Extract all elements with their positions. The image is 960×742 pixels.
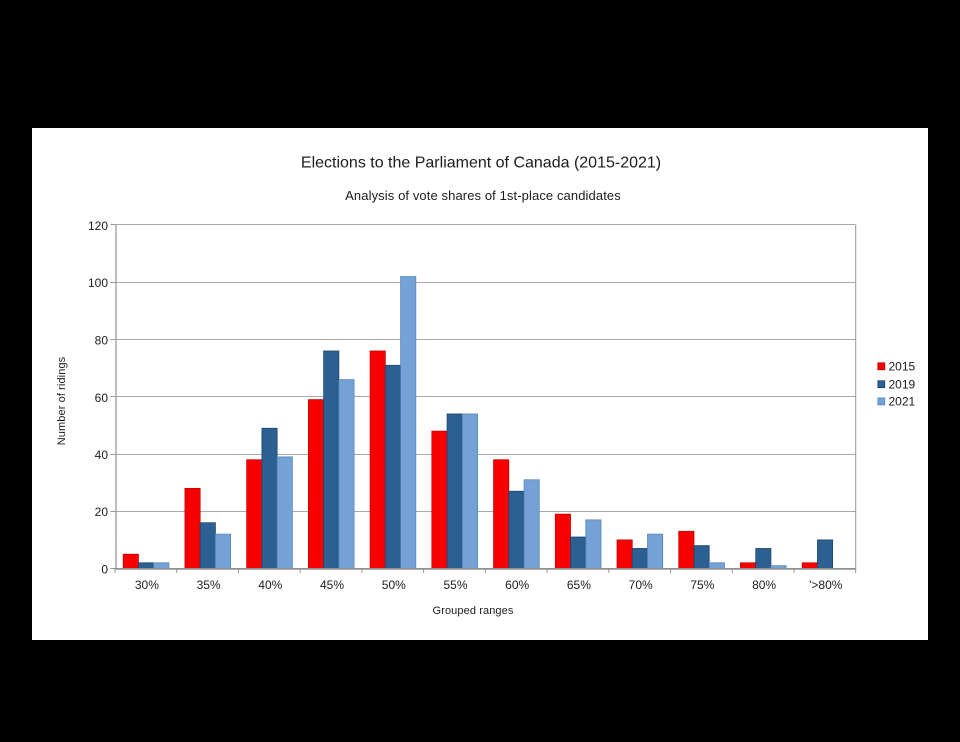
svg-text:40: 40 xyxy=(95,448,109,462)
svg-text:Analysis of vote shares of 1st: Analysis of vote shares of 1st-place can… xyxy=(345,188,621,203)
svg-text:80%: 80% xyxy=(752,578,776,592)
svg-text:65%: 65% xyxy=(567,578,591,592)
svg-text:80: 80 xyxy=(95,334,109,348)
svg-text:2015: 2015 xyxy=(889,360,916,374)
svg-text:75%: 75% xyxy=(690,578,714,592)
svg-text:120: 120 xyxy=(88,219,108,233)
svg-text:60%: 60% xyxy=(505,578,529,592)
svg-text:40%: 40% xyxy=(258,578,282,592)
svg-text:30%: 30% xyxy=(135,578,159,592)
svg-text:'>80%: '>80% xyxy=(809,578,843,592)
svg-text:45%: 45% xyxy=(320,578,344,592)
svg-text:70%: 70% xyxy=(629,578,653,592)
svg-text:Elections to the Parliament of: Elections to the Parliament of Canada (2… xyxy=(301,154,661,171)
svg-text:2021: 2021 xyxy=(889,395,916,409)
svg-text:100: 100 xyxy=(88,276,108,290)
svg-text:20: 20 xyxy=(95,505,109,519)
svg-text:50%: 50% xyxy=(382,578,406,592)
svg-text:2019: 2019 xyxy=(889,377,916,391)
svg-text:55%: 55% xyxy=(443,578,467,592)
svg-text:60: 60 xyxy=(95,391,109,405)
svg-text:0: 0 xyxy=(101,563,108,577)
svg-text:Grouped ranges: Grouped ranges xyxy=(433,605,514,617)
svg-text:35%: 35% xyxy=(197,578,221,592)
svg-text:Number of ridings: Number of ridings xyxy=(56,356,68,445)
